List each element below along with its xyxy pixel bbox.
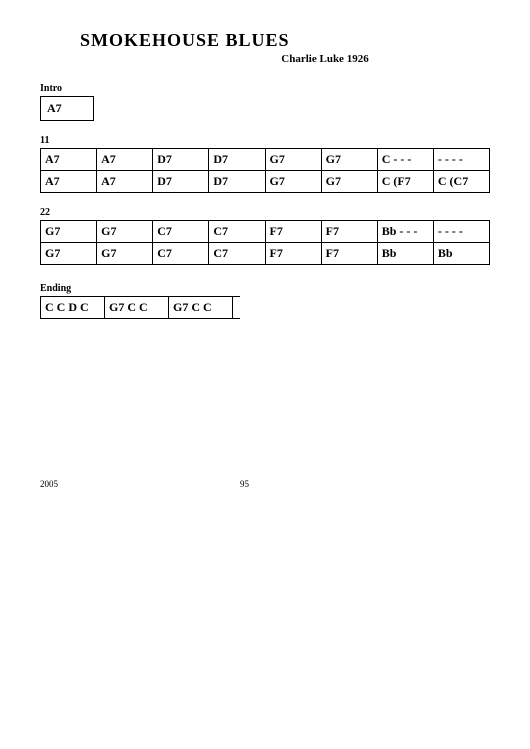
bar-number-22: 22 (40, 207, 490, 218)
chord-cell: C7 (209, 243, 265, 264)
chord-cell: D7 (153, 149, 209, 170)
chord-cell: G7 (41, 221, 97, 242)
chord-cell: G7 C C (105, 297, 169, 318)
composer-year: Charlie Luke 1926 (160, 53, 490, 65)
chord-cell: C - - - (378, 149, 434, 170)
chord-cell: C (C7 (434, 171, 490, 192)
chord-cell: C7 (153, 243, 209, 264)
song-title: SMOKEHOUSE BLUES (80, 30, 490, 51)
chord-cell: G7 (266, 171, 322, 192)
grid-row: G7 G7 C7 C7 F7 F7 Bb - - - - - - - (40, 220, 490, 243)
footer: 2005 95 (40, 479, 490, 489)
chord-cell: A7 (97, 171, 153, 192)
chord-cell: G7 C C (169, 297, 233, 318)
bar-number-11: 11 (40, 135, 490, 146)
chord-cell: G7 (266, 149, 322, 170)
intro-label: Intro (40, 83, 490, 94)
ending-row: C C D C G7 C C G7 C C (40, 296, 240, 319)
ending-label: Ending (40, 283, 490, 294)
chord-cell: Bb (434, 243, 490, 264)
chord-cell: D7 (153, 171, 209, 192)
chord-cell: F7 (266, 221, 322, 242)
grid-22: G7 G7 C7 C7 F7 F7 Bb - - - - - - - G7 G7… (40, 220, 490, 265)
grid-row: A7 A7 D7 D7 G7 G7 C (F7 C (C7 (40, 171, 490, 193)
grid-row: A7 A7 D7 D7 G7 G7 C - - - - - - - (40, 148, 490, 171)
chord-cell: G7 (322, 171, 378, 192)
chord-cell: A7 (97, 149, 153, 170)
chord-cell: F7 (266, 243, 322, 264)
chord-cell: Bb (378, 243, 434, 264)
chord-cell: F7 (322, 243, 378, 264)
footer-page: 95 (240, 479, 490, 489)
grid-11: A7 A7 D7 D7 G7 G7 C - - - - - - - A7 A7 … (40, 148, 490, 193)
chord-cell: G7 (97, 221, 153, 242)
chord-cell: D7 (209, 171, 265, 192)
chord-cell: G7 (41, 243, 97, 264)
chord-cell: D7 (209, 149, 265, 170)
chord-cell: F7 (322, 221, 378, 242)
chord-cell: C7 (209, 221, 265, 242)
chord-cell: A7 (41, 171, 97, 192)
chord-cell: A7 (41, 149, 97, 170)
footer-year: 2005 (40, 479, 240, 489)
chord-cell: G7 (322, 149, 378, 170)
chord-cell: C C D C (41, 297, 105, 318)
chord-cell: Bb - - - (378, 221, 434, 242)
grid-row: G7 G7 C7 C7 F7 F7 Bb Bb (40, 243, 490, 265)
chord-cell: - - - - (434, 221, 490, 242)
chord-cell: C7 (153, 221, 209, 242)
chord-cell: G7 (97, 243, 153, 264)
chord-cell: - - - - (434, 149, 490, 170)
chord-cell: C (F7 (378, 171, 434, 192)
intro-cell: A7 (40, 96, 94, 121)
